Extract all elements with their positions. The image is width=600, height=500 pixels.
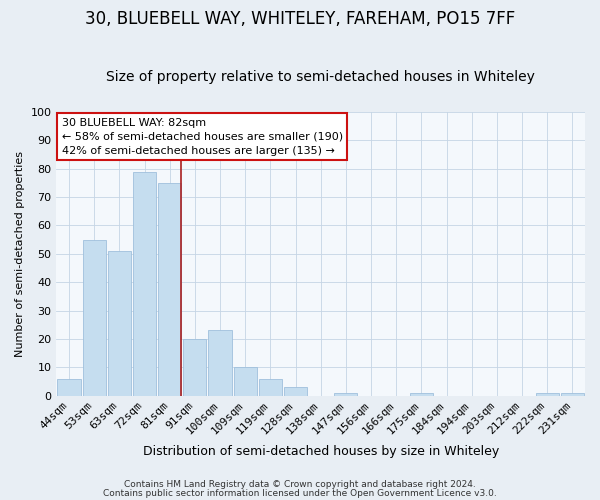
Text: Contains public sector information licensed under the Open Government Licence v3: Contains public sector information licen…: [103, 489, 497, 498]
Title: Size of property relative to semi-detached houses in Whiteley: Size of property relative to semi-detach…: [106, 70, 535, 85]
Bar: [133, 172, 156, 396]
Text: 30, BLUEBELL WAY, WHITELEY, FAREHAM, PO15 7FF: 30, BLUEBELL WAY, WHITELEY, FAREHAM, PO1…: [85, 10, 515, 28]
Bar: [561, 393, 584, 396]
Y-axis label: Number of semi-detached properties: Number of semi-detached properties: [15, 151, 25, 357]
Bar: [284, 387, 307, 396]
Bar: [334, 393, 358, 396]
Bar: [410, 393, 433, 396]
Text: 30 BLUEBELL WAY: 82sqm
← 58% of semi-detached houses are smaller (190)
42% of se: 30 BLUEBELL WAY: 82sqm ← 58% of semi-det…: [62, 118, 343, 156]
Bar: [58, 378, 80, 396]
Bar: [208, 330, 232, 396]
Bar: [183, 339, 206, 396]
Bar: [259, 378, 282, 396]
Bar: [233, 367, 257, 396]
Bar: [83, 240, 106, 396]
Bar: [536, 393, 559, 396]
Text: Contains HM Land Registry data © Crown copyright and database right 2024.: Contains HM Land Registry data © Crown c…: [124, 480, 476, 489]
Bar: [108, 251, 131, 396]
X-axis label: Distribution of semi-detached houses by size in Whiteley: Distribution of semi-detached houses by …: [143, 444, 499, 458]
Bar: [158, 183, 181, 396]
